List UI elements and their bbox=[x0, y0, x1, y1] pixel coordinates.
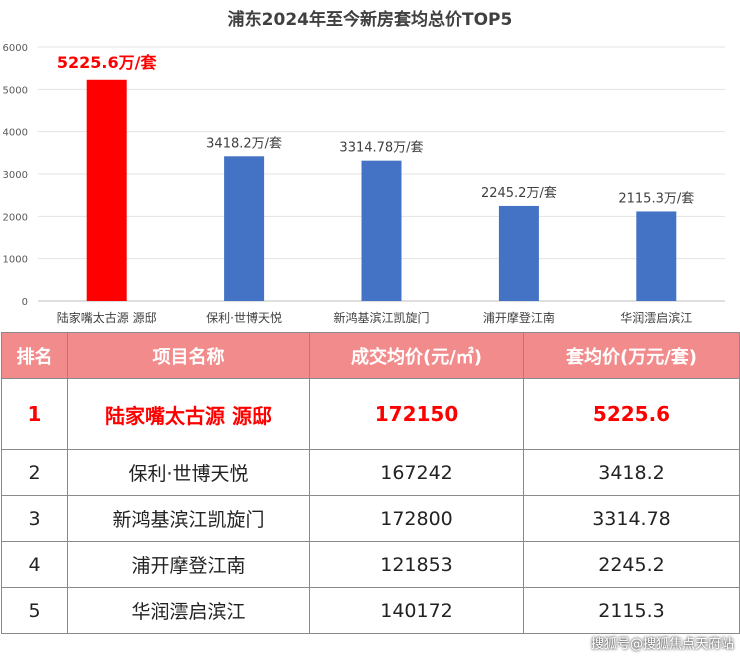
cell-avg-total-price: 3314.78 bbox=[523, 495, 740, 542]
y-tick-label: 3000 bbox=[3, 170, 28, 181]
data-label: 2245.2万/套 bbox=[481, 185, 557, 201]
x-tick-label: 陆家嘴太古源 源邸 bbox=[57, 310, 157, 325]
y-tick-label: 2000 bbox=[3, 212, 28, 223]
cell-avg-total-price: 3418.2 bbox=[523, 449, 740, 496]
header-rank: 排名 bbox=[1, 332, 68, 379]
table-row: 3 新鸿基滨江凯旋门 172800 3314.78 bbox=[1, 495, 740, 542]
y-tick-label: 6000 bbox=[3, 43, 28, 54]
cell-rank: 3 bbox=[1, 495, 68, 542]
data-label: 5225.6万/套 bbox=[57, 53, 158, 72]
cell-avg-unit-price: 172800 bbox=[309, 495, 524, 542]
cell-rank: 1 bbox=[1, 378, 68, 450]
data-label: 3314.78万/套 bbox=[339, 140, 423, 156]
cell-avg-total-price: 5225.6 bbox=[523, 378, 740, 450]
bar bbox=[498, 205, 539, 301]
table-row: 2 保利·世博天悦 167242 3418.2 bbox=[1, 449, 740, 496]
cell-project-name: 华润澐启滨江 bbox=[67, 587, 310, 634]
cell-avg-unit-price: 140172 bbox=[309, 587, 524, 634]
bar bbox=[224, 156, 265, 301]
x-tick-label: 浦开摩登江南 bbox=[483, 310, 555, 325]
cell-rank: 2 bbox=[1, 449, 68, 496]
chart-title: 浦东2024年至今新房套均总价TOP5 bbox=[228, 9, 513, 30]
header-avg-total-price: 套均价(万元/套) bbox=[523, 332, 740, 379]
table-row: 4 浦开摩登江南 121853 2245.2 bbox=[1, 541, 740, 588]
cell-avg-total-price: 2245.2 bbox=[523, 541, 740, 588]
bar-chart-svg: 浦东2024年至今新房套均总价TOP5 0 1000 2000 3000 4000 5000… bbox=[3, 9, 725, 325]
x-tick-label: 华润澐启滨江 bbox=[620, 310, 692, 325]
bar bbox=[86, 79, 127, 302]
cell-avg-unit-price: 167242 bbox=[309, 449, 524, 496]
cell-avg-unit-price: 172150 bbox=[309, 378, 524, 450]
header-avg-unit-price: 成交均价(元/㎡) bbox=[309, 332, 524, 379]
bar bbox=[361, 160, 402, 301]
y-tick-label: 1000 bbox=[3, 255, 28, 266]
header-project-name: 项目名称 bbox=[67, 332, 310, 379]
data-label: 2115.3万/套 bbox=[618, 190, 694, 206]
cell-project-name: 新鸿基滨江凯旋门 bbox=[67, 495, 310, 542]
cell-rank: 5 bbox=[1, 587, 68, 634]
table-row: 1 陆家嘴太古源 源邸 172150 5225.6 bbox=[1, 378, 740, 450]
cell-project-name: 陆家嘴太古源 源邸 bbox=[67, 378, 310, 450]
watermark-text: 搜狐号@搜狐焦点天府站 bbox=[590, 637, 734, 652]
bar-chart: 浦东2024年至今新房套均总价TOP5 0 1000 2000 3000 4000 5000… bbox=[2, 9, 725, 325]
x-tick-label: 新鸿基滨江凯旋门 bbox=[333, 310, 429, 325]
cell-rank: 4 bbox=[1, 541, 68, 588]
table-row: 5 华润澐启滨江 140172 2115.3 bbox=[1, 587, 740, 634]
cell-project-name: 浦开摩登江南 bbox=[67, 541, 310, 588]
y-tick-label: 4000 bbox=[3, 128, 28, 139]
data-label: 3418.2万/套 bbox=[206, 135, 282, 151]
y-tick-label: 5000 bbox=[3, 85, 28, 96]
cell-avg-unit-price: 121853 bbox=[309, 541, 524, 588]
y-tick-label: 0 bbox=[22, 297, 28, 308]
x-tick-label: 保利·世博天悦 bbox=[206, 310, 282, 325]
bar bbox=[636, 211, 677, 301]
ranking-table: 排名 项目名称 成交均价(元/㎡) 套均价(万元/套) 1 陆家嘴太古源 源邸 … bbox=[1, 332, 740, 634]
cell-avg-total-price: 2115.3 bbox=[523, 587, 740, 634]
cell-project-name: 保利·世博天悦 bbox=[67, 449, 310, 496]
table-header-row: 排名 项目名称 成交均价(元/㎡) 套均价(万元/套) bbox=[1, 332, 740, 379]
